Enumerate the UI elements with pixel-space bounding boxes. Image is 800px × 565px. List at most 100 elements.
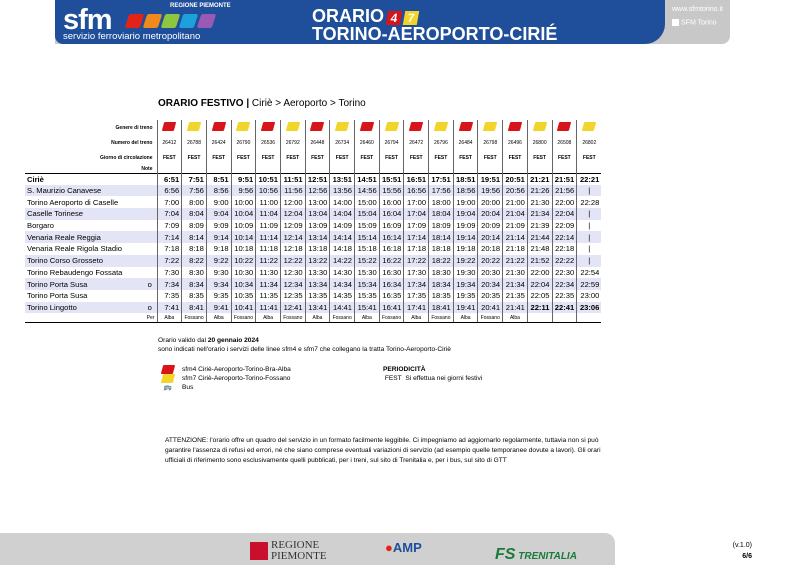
destination-row: Per Alba Fossano Alba Fossano Alba Fossano Alba… (25, 313, 602, 323)
timetable: Genere di treno Numero del treno 26412 2678… (25, 120, 602, 323)
time-cell: | (576, 208, 602, 220)
time-cell: 18:14 (428, 231, 454, 244)
destination-cell: Alba (205, 313, 232, 323)
station-name: Torino Porta Susa (25, 278, 143, 290)
time-cell: 8:51 (205, 172, 232, 185)
genre-cell (304, 120, 330, 135)
time-cell: 10:35 (230, 289, 256, 302)
sfm7-icon (160, 374, 176, 383)
number-cell: 26794 (378, 135, 404, 150)
station-mark (143, 254, 157, 267)
time-cell: 9:56 (230, 184, 256, 197)
time-cell: 15:14 (354, 231, 380, 244)
genre-cell (255, 120, 281, 135)
time-cell: 9:04 (205, 208, 232, 220)
days-cell: FEST (354, 150, 380, 165)
time-cell: 11:00 (255, 196, 281, 209)
station-name: Torino Lingotto (25, 301, 143, 314)
note-cell (279, 165, 306, 173)
validity-notes: Orario valido dal 20 gennaio 2024 sono i… (158, 336, 451, 354)
number-label: Numero del treno (111, 139, 153, 146)
time-cell: 19:30 (452, 266, 478, 279)
time-cell: 9:30 (205, 266, 232, 279)
station-row: Caselle Torinese 7:04 8:04 9:04 10:04 11:04 12… (25, 208, 602, 220)
valid-line: Orario valido dal 20 gennaio 2024 (158, 336, 451, 345)
version: (v.1.0) (732, 542, 752, 549)
time-cell: 20:30 (477, 266, 503, 279)
sfm7-icon (532, 122, 547, 131)
genre-cell (329, 120, 355, 135)
time-cell: | (576, 254, 602, 267)
station-name: Venaria Reale Reggia (25, 231, 143, 244)
time-cell: 14:41 (329, 301, 355, 314)
station-name: Torino Corso Grosseto (25, 254, 143, 267)
sfm4-icon (409, 122, 424, 131)
legend-item: 🚌 Bus (162, 383, 291, 392)
number-cell: 26460 (354, 135, 380, 150)
facebook-link[interactable]: SFM Torino (672, 19, 717, 26)
time-cell: 14:22 (329, 254, 355, 267)
legend-label: sfm7 Ciriè-Aeroporto-Torino-Fossano (182, 375, 291, 382)
time-cell: 16:41 (378, 301, 404, 314)
time-cell: 12:56 (304, 184, 330, 197)
time-cell: 23:06 (576, 301, 602, 314)
destination-cell: Fossano (279, 313, 306, 323)
time-cell: 19:00 (452, 196, 478, 209)
valid-date: 20 gennaio 2024 (207, 337, 259, 344)
days-row: Giorno di circolazione FEST FEST FEST FEST FE… (25, 150, 602, 165)
genre-cell (428, 120, 454, 135)
facebook-label: SFM Torino (681, 19, 717, 27)
time-cell: 18:00 (428, 196, 454, 209)
legend-item: sfm4 Ciriè-Aeroporto-Torino-Bra-Alba (160, 365, 291, 374)
time-cell: 21:56 (551, 184, 577, 197)
time-cell: 8:35 (181, 289, 207, 302)
sfm7-icon (384, 122, 399, 131)
time-cell: 17:56 (428, 184, 454, 197)
time-cell: 22:21 (576, 172, 602, 185)
days-cell: FEST (279, 150, 306, 165)
station-name: Caselle Torinese (25, 208, 143, 220)
days-cell: FEST (403, 150, 429, 165)
sfm7-icon (285, 122, 300, 131)
station-name: Torino Porta Susa (27, 291, 88, 301)
sfm7-icon (582, 122, 597, 131)
website-link[interactable]: www.sfmtorino.it (672, 6, 723, 13)
periodicity-item: FEST Si effettua nei giorni festivi (383, 374, 482, 383)
time-cell: 10:09 (230, 219, 256, 232)
time-cell: 6:51 (156, 172, 182, 185)
station-row: Torino Porta Susa 7:35 8:35 9:35 10:35 11:35 1… (25, 289, 602, 302)
time-cell: 15:51 (378, 172, 404, 185)
time-cell: 12:04 (279, 208, 306, 220)
page-title: ORARIO FESTIVO | Ciriè > Aeroporto > Tor… (158, 98, 366, 109)
time-cell: 15:35 (354, 289, 380, 302)
time-cell: 22:14 (551, 231, 577, 244)
time-cell: 13:09 (304, 219, 330, 232)
time-cell: 13:56 (329, 184, 355, 197)
destination-cell: Fossano (477, 313, 503, 323)
time-cell: 17:00 (403, 196, 429, 209)
genre-cell (279, 120, 306, 135)
sfm4-icon (359, 122, 375, 131)
station-row: Venaria Reale Rigola Stadio 7:18 8:18 9:18 1… (25, 243, 602, 255)
time-cell: 21:34 (502, 278, 528, 290)
time-cell: 15:22 (354, 254, 380, 267)
number-row: Numero del treno 26412 26788 26424 26790 2653… (25, 135, 602, 150)
time-cell: 21:14 (502, 231, 528, 244)
station-name: Ciriè (25, 172, 143, 185)
destination-cell (551, 313, 577, 323)
time-cell: 19:22 (452, 254, 478, 267)
days-label: Giorno di circolazione (99, 154, 153, 161)
time-cell: 16:51 (403, 172, 429, 185)
time-cell: 7:22 (156, 254, 182, 267)
time-cell: 8:41 (181, 301, 207, 314)
sfm4-icon (160, 365, 176, 374)
destination-cell: Fossano (428, 313, 454, 323)
legend-label: Bus (182, 384, 194, 391)
number-cell: 26792 (279, 135, 306, 150)
time-cell: 18:09 (428, 219, 454, 232)
time-cell: 14:35 (329, 289, 355, 302)
genre-cell (230, 120, 256, 135)
time-cell: 19:34 (452, 278, 478, 290)
time-cell: 10:30 (230, 266, 256, 279)
time-cell: 12:22 (279, 254, 306, 267)
